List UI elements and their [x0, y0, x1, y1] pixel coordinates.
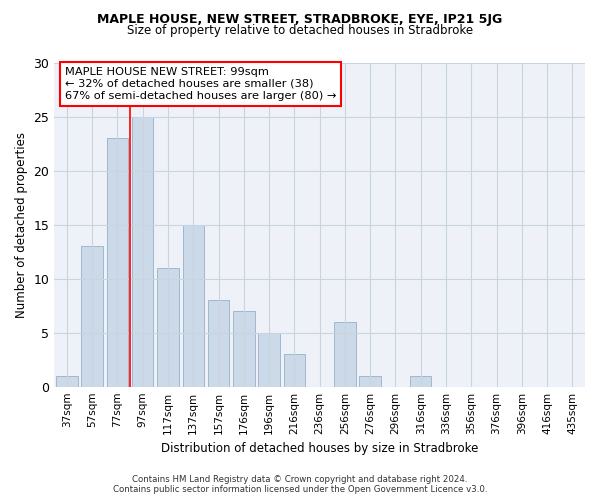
- Bar: [359, 376, 381, 386]
- Bar: [259, 332, 280, 386]
- X-axis label: Distribution of detached houses by size in Stradbroke: Distribution of detached houses by size …: [161, 442, 478, 455]
- Y-axis label: Number of detached properties: Number of detached properties: [15, 132, 28, 318]
- Bar: [107, 138, 128, 386]
- Bar: [410, 376, 431, 386]
- Bar: [208, 300, 229, 386]
- Bar: [82, 246, 103, 386]
- Bar: [157, 268, 179, 386]
- Bar: [132, 116, 154, 386]
- Bar: [233, 311, 254, 386]
- Text: MAPLE HOUSE, NEW STREET, STRADBROKE, EYE, IP21 5JG: MAPLE HOUSE, NEW STREET, STRADBROKE, EYE…: [97, 12, 503, 26]
- Bar: [182, 224, 204, 386]
- Bar: [56, 376, 77, 386]
- Text: Contains HM Land Registry data © Crown copyright and database right 2024.
Contai: Contains HM Land Registry data © Crown c…: [113, 474, 487, 494]
- Text: Size of property relative to detached houses in Stradbroke: Size of property relative to detached ho…: [127, 24, 473, 37]
- Bar: [284, 354, 305, 386]
- Bar: [334, 322, 356, 386]
- Text: MAPLE HOUSE NEW STREET: 99sqm
← 32% of detached houses are smaller (38)
67% of s: MAPLE HOUSE NEW STREET: 99sqm ← 32% of d…: [65, 68, 336, 100]
